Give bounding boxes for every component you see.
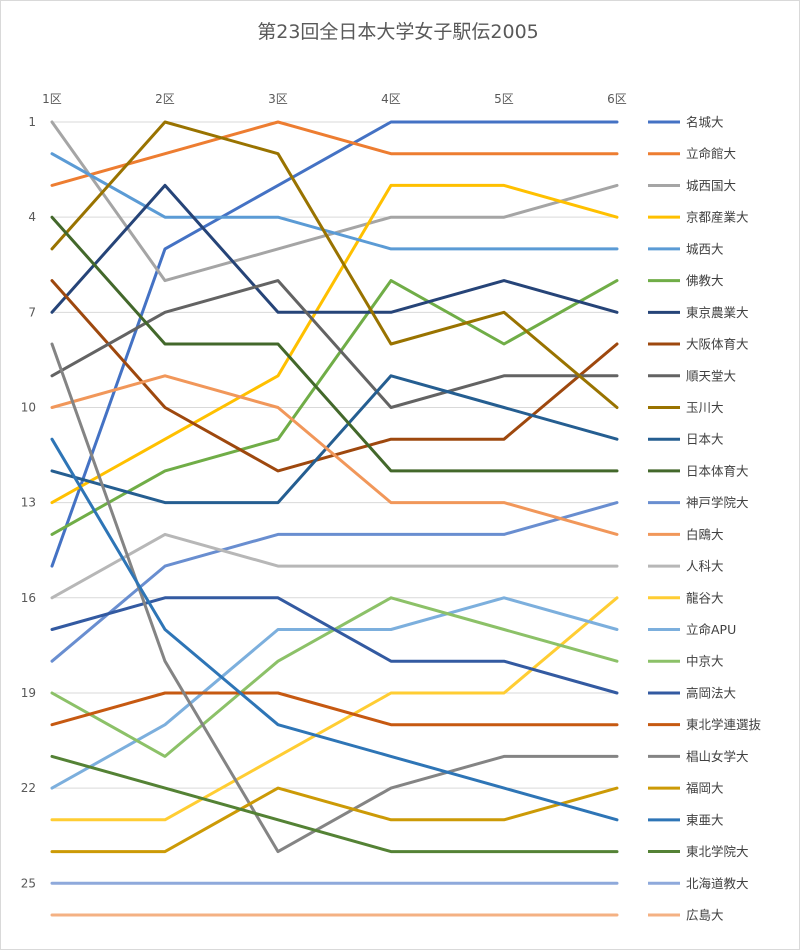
legend-label: 椙山女学大 <box>686 749 749 764</box>
legend-entry: 順天堂大 <box>648 368 736 383</box>
series-line-16 <box>50 596 619 822</box>
legend-label: 東亜大 <box>686 812 724 827</box>
x-tick-label: 6区 <box>607 92 627 106</box>
legend-entry: 広島大 <box>648 908 724 923</box>
legend-entry: 椙山女学大 <box>648 749 749 764</box>
series-line-4 <box>50 183 619 505</box>
legend-entry: 佛教大 <box>648 273 724 288</box>
legend-label: 玉川大 <box>686 400 724 415</box>
series-line-7 <box>50 183 619 314</box>
legend-entry: 玉川大 <box>648 400 724 415</box>
x-tick-label: 2区 <box>155 92 175 106</box>
legend-label: 広島大 <box>686 908 724 923</box>
legend-entry: 城西国大 <box>648 178 736 193</box>
gridlines <box>52 121 617 884</box>
x-tick-label: 1区 <box>42 92 62 106</box>
legend-label: 立命APU <box>686 622 736 637</box>
legend-entry: 京都産業大 <box>648 210 749 225</box>
legend-entry: 福岡大 <box>648 781 724 796</box>
y-tick-label: 19 <box>21 686 36 700</box>
legend-entry: 大阪体育大 <box>648 337 749 352</box>
legend-entry: 北海道教大 <box>648 876 749 891</box>
legend-label: 高岡法大 <box>686 685 736 700</box>
y-tick-label: 22 <box>21 781 36 795</box>
legend-entry: 城西大 <box>648 241 724 256</box>
legend-label: 人科大 <box>686 559 724 574</box>
series-line-24 <box>50 754 619 854</box>
y-tick-label: 4 <box>28 210 36 224</box>
legend-entry: 名城大 <box>648 115 724 130</box>
legend-label: 白鴎大 <box>686 527 724 542</box>
legend-label: 東京農業大 <box>686 305 749 320</box>
legend-entry: 東亜大 <box>648 812 724 827</box>
y-tick-label: 7 <box>28 305 36 319</box>
chart-title: 第23回全日本大学女子駅伝2005 <box>257 21 539 43</box>
series-line-23 <box>50 437 619 822</box>
series-line-22 <box>50 786 619 854</box>
legend-entry: 立命APU <box>648 622 736 637</box>
series-line-19 <box>50 596 619 695</box>
legend-entry: 人科大 <box>648 559 724 574</box>
y-tick-label: 13 <box>21 496 36 510</box>
series-line-11 <box>50 374 619 505</box>
y-axis-ticks: 1 4 7 10 13 16 19 22 25 <box>21 115 36 890</box>
legend-label: 城西大 <box>686 241 724 256</box>
series-line-1 <box>50 120 619 568</box>
legend-entry: 東北学院大 <box>648 844 749 859</box>
legend-label: 神戸学院大 <box>686 495 749 510</box>
series-line-15 <box>50 532 619 600</box>
series-line-18 <box>50 596 619 758</box>
legend-entry: 中京大 <box>648 654 724 669</box>
series-line-20 <box>50 691 619 727</box>
legend-entry: 龍谷大 <box>648 590 724 605</box>
legend-label: 日本大 <box>686 432 724 447</box>
legend-entry: 神戸学院大 <box>648 495 749 510</box>
y-tick-label: 16 <box>21 591 36 605</box>
y-tick-label: 10 <box>21 400 36 414</box>
legend-label: 日本体育大 <box>686 463 749 478</box>
y-tick-label: 25 <box>21 876 36 890</box>
legend-label: 福岡大 <box>686 781 724 796</box>
y-tick-label: 1 <box>28 115 36 129</box>
series-line-10 <box>50 120 619 409</box>
series-line-21 <box>50 342 619 854</box>
legend-label: 順天堂大 <box>686 368 736 383</box>
legend: 名城大立命館大城西国大京都産業大城西大佛教大東京農業大大阪体育大順天堂大玉川大日… <box>648 115 762 923</box>
x-tick-label: 5区 <box>494 92 514 106</box>
legend-label: 佛教大 <box>686 273 724 288</box>
series-line-14 <box>50 374 619 536</box>
legend-label: 北海道教大 <box>686 876 749 891</box>
x-axis-ticks: 1区 2区 3区 4区 5区 6区 <box>42 92 627 106</box>
legend-label: 城西国大 <box>686 178 736 193</box>
legend-label: 京都産業大 <box>686 210 749 225</box>
legend-entry: 東京農業大 <box>648 305 749 320</box>
series-line-6 <box>50 279 619 536</box>
legend-entry: 東北学連選抜 <box>648 717 762 732</box>
legend-entry: 白鴎大 <box>648 527 724 542</box>
series-line-9 <box>50 279 619 409</box>
series-line-2 <box>50 120 619 187</box>
series-line-5 <box>50 152 619 251</box>
series-lines <box>50 120 619 917</box>
series-line-12 <box>50 215 619 473</box>
legend-label: 東北学院大 <box>686 844 749 859</box>
legend-label: 立命館大 <box>686 146 736 161</box>
legend-label: 東北学連選抜 <box>686 717 762 732</box>
legend-label: 名城大 <box>686 115 724 130</box>
legend-entry: 日本体育大 <box>648 463 749 478</box>
legend-entry: 立命館大 <box>648 146 736 161</box>
legend-entry: 高岡法大 <box>648 685 736 700</box>
legend-label: 中京大 <box>686 654 724 669</box>
legend-label: 大阪体育大 <box>686 337 749 352</box>
legend-label: 龍谷大 <box>686 590 724 605</box>
x-tick-label: 4区 <box>381 92 401 106</box>
x-tick-label: 3区 <box>268 92 288 106</box>
legend-entry: 日本大 <box>648 432 724 447</box>
series-line-13 <box>50 501 619 663</box>
